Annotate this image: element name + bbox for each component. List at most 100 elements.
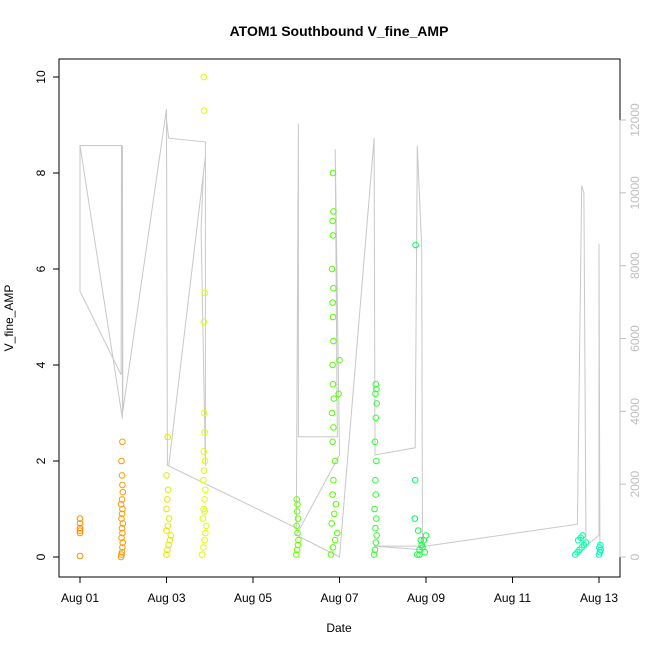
data-point [118, 515, 125, 522]
data-point [372, 491, 380, 498]
x-tick-label: Aug 11 [494, 591, 531, 605]
data-point [329, 217, 336, 225]
data-point [199, 515, 207, 522]
data-point [203, 522, 210, 530]
data-point [118, 548, 126, 556]
data-point [119, 539, 127, 546]
data-point [118, 534, 125, 542]
data-point [76, 515, 84, 522]
y2-tick-label: 4000 [628, 398, 642, 425]
data-point [332, 500, 340, 508]
data-point [200, 544, 207, 551]
data-point [330, 395, 338, 402]
data-point [202, 529, 209, 537]
data-point [294, 541, 302, 549]
data-point [372, 414, 380, 422]
y2-tick-label: 12000 [628, 103, 642, 137]
y2-tick-label: 8000 [628, 252, 642, 279]
data-point [336, 356, 343, 364]
data-point [200, 107, 208, 114]
data-point [411, 515, 419, 522]
data-point [76, 520, 84, 527]
data-point [165, 541, 172, 549]
data-point [329, 169, 337, 177]
data-point [200, 467, 208, 474]
data-point [328, 520, 336, 527]
y2-tick-label: 2000 [628, 470, 642, 497]
data-point [76, 527, 84, 534]
plot-frame [58, 58, 621, 578]
data-point [164, 546, 171, 554]
secondary-trace-group [79, 109, 601, 558]
data-point [165, 515, 173, 522]
data-point [118, 496, 126, 503]
chart-title: ATOM1 Southbound V_fine_AMP [230, 23, 449, 39]
y2-tick-label: 6000 [628, 325, 642, 352]
y-axis-label: V_fine_AMP [2, 285, 16, 352]
data-point [118, 457, 125, 465]
data-point [119, 438, 126, 446]
data-point [335, 390, 342, 398]
data-point [294, 515, 302, 522]
data-point [331, 536, 339, 544]
data-point [118, 524, 126, 532]
data-point [118, 472, 126, 479]
data-point [372, 380, 380, 388]
data-point [416, 551, 423, 558]
data-point [373, 400, 381, 407]
data-point [163, 472, 170, 479]
x-tick-label: Aug 05 [234, 591, 272, 605]
data-point [200, 476, 207, 484]
data-point [119, 505, 126, 513]
data-point [329, 544, 337, 551]
data-point [371, 438, 379, 446]
data-point [331, 457, 339, 465]
data-point [372, 539, 380, 546]
data-point [329, 491, 336, 498]
data-point [119, 481, 126, 489]
data-point [327, 551, 335, 558]
data-point [372, 390, 379, 398]
data-point [329, 232, 337, 239]
data-point [417, 536, 425, 544]
data-point [166, 536, 174, 544]
secondary-trace-line [79, 109, 601, 558]
x-tick-label: Aug 03 [147, 591, 185, 605]
data-point [164, 496, 171, 503]
data-point [330, 476, 337, 484]
data-point [330, 208, 337, 215]
y-tick-label: 8 [34, 169, 48, 176]
data-point [201, 496, 208, 503]
data-point [119, 488, 127, 496]
y2-tick-label: 0 [628, 553, 642, 560]
data-point [201, 289, 208, 297]
y-tick-label: 2 [34, 457, 48, 464]
data-point [329, 299, 336, 306]
data-point [582, 539, 590, 546]
data-point [597, 541, 604, 549]
data-point [164, 433, 172, 441]
data-point [372, 476, 379, 484]
data-point [294, 500, 301, 508]
data-point [200, 73, 207, 81]
y-tick-label: 0 [34, 553, 48, 560]
data-point [118, 551, 125, 558]
data-point [200, 318, 207, 326]
x-tick-label: Aug 13 [580, 591, 618, 605]
data-point [293, 546, 301, 554]
data-point [371, 505, 378, 513]
data-point [293, 522, 301, 530]
data-point [167, 532, 175, 539]
data-point [76, 529, 84, 537]
y2-tick-label: 10000 [628, 176, 642, 210]
y-axis: 0 2 4 6 8 10 [34, 70, 60, 560]
x-axis: Aug 01 Aug 03 Aug 05 Aug 07 Aug 09 Aug 11 Aug … [61, 576, 618, 605]
data-point [330, 284, 337, 292]
data-point [371, 546, 379, 554]
data-point [200, 409, 208, 417]
data-point [198, 551, 206, 558]
data-point [201, 508, 208, 515]
data-point [331, 510, 338, 518]
